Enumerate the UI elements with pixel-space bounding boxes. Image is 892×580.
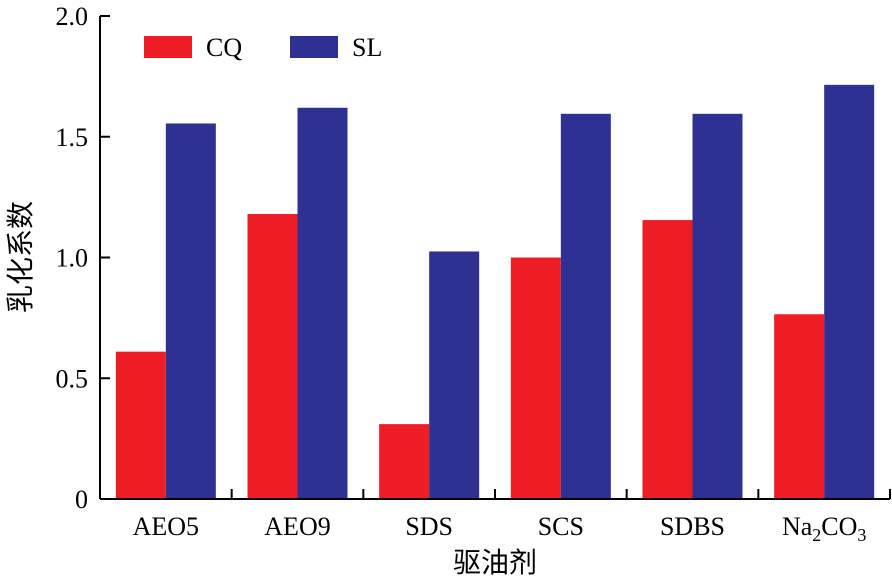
legend-label-cq: CQ bbox=[206, 33, 242, 62]
x-ticks-group: AEO5 AEO9 SDS SCS SDBS Na2CO3 bbox=[99, 489, 891, 545]
bar-sl-3 bbox=[560, 113, 611, 500]
bar-sl-5 bbox=[824, 84, 875, 499]
axes-group bbox=[99, 16, 890, 500]
y-tick-label: 1.0 bbox=[56, 244, 89, 273]
bar-sl-2 bbox=[429, 251, 480, 499]
y-axis-label: 乳化系数 bbox=[5, 201, 37, 313]
bar-sl-1 bbox=[297, 107, 348, 500]
legend-label-sl: SL bbox=[352, 33, 382, 62]
legend: CQ SL bbox=[144, 33, 382, 62]
bar-sl-4 bbox=[692, 113, 743, 500]
x-tick-label: AEO9 bbox=[264, 512, 330, 541]
bar-cq-1 bbox=[247, 214, 298, 499]
y-tick-label: 2.0 bbox=[56, 2, 89, 31]
x-axis-label: 驱油剂 bbox=[453, 547, 537, 579]
legend-swatch-sl bbox=[290, 36, 338, 58]
x-tick-label: SDBS bbox=[660, 512, 725, 541]
y-tick-label: 0 bbox=[75, 485, 88, 514]
bar-cq-5 bbox=[774, 314, 825, 499]
bar-cq-0 bbox=[115, 351, 166, 499]
y-tick-label: 0.5 bbox=[56, 364, 89, 393]
x-tick-label: Na2CO3 bbox=[782, 512, 866, 545]
bar-cq-4 bbox=[642, 220, 693, 499]
x-tick-label: SDS bbox=[405, 512, 453, 541]
x-tick-label: SCS bbox=[538, 512, 584, 541]
bar-sl-0 bbox=[165, 123, 216, 499]
bar-cq-2 bbox=[379, 424, 430, 499]
bar-cq-3 bbox=[510, 257, 561, 499]
y-ticks-group: 0 0.5 1.0 1.5 2.0 bbox=[56, 2, 110, 514]
legend-swatch-cq bbox=[144, 36, 192, 58]
bars-group bbox=[115, 84, 875, 500]
y-tick-label: 1.5 bbox=[56, 123, 89, 152]
x-tick-label: AEO5 bbox=[133, 512, 199, 541]
